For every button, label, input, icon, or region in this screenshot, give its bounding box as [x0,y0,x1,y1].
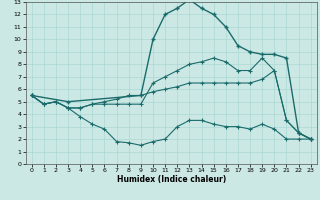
X-axis label: Humidex (Indice chaleur): Humidex (Indice chaleur) [116,175,226,184]
